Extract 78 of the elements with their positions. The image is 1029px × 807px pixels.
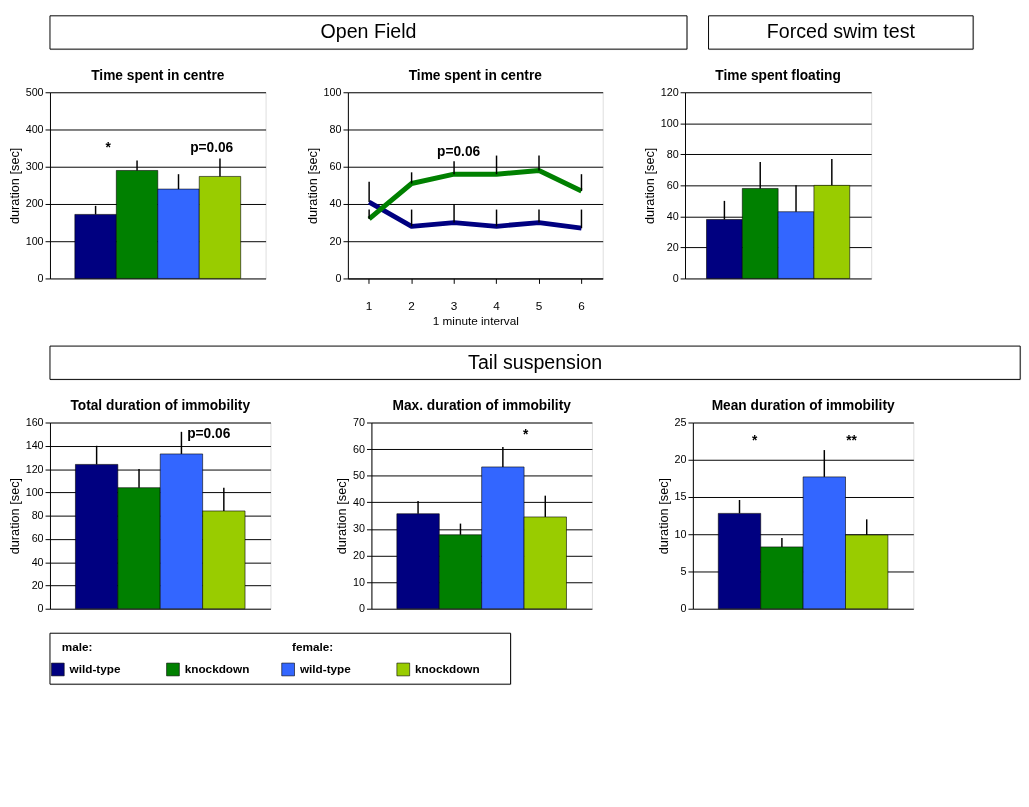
annotation: * (751, 433, 758, 449)
y-tick-label: 15 (674, 490, 687, 503)
chart-title: Total duration of immobility (70, 397, 251, 413)
y-tick-label: 0 (359, 602, 366, 615)
y-tick-label: 20 (674, 453, 687, 466)
y-tick-label: 100 (323, 85, 342, 98)
y-axis-title: duration [sec] (6, 147, 22, 225)
y-tick-label: 20 (31, 578, 44, 591)
y-tick-label: 10 (674, 527, 687, 540)
y-tick-label: 40 (353, 495, 366, 508)
annotation: p=0.06 (190, 140, 234, 156)
y-axis-title: duration [sec] (655, 477, 671, 555)
y-tick-label: 40 (329, 197, 342, 210)
y-tick-label: 160 (25, 415, 44, 428)
y-tick-label: 0 (37, 602, 44, 615)
x-axis-title: 1 minute interval (432, 314, 519, 328)
y-tick-label: 60 (31, 532, 44, 545)
y-tick-label: 0 (680, 602, 687, 615)
y-tick-label: 60 (329, 160, 342, 173)
y-tick-label: 5 (680, 564, 687, 577)
text: Tail suspension (468, 350, 603, 373)
category-label: wild-type (298, 662, 352, 676)
y-tick-label: 0 (37, 271, 44, 284)
y-tick-label: 120 (660, 85, 679, 98)
y-tick-label: 80 (666, 147, 679, 160)
x-tick-label: 6 (578, 299, 586, 313)
y-tick-label: 70 (353, 415, 366, 428)
y-tick-label: 20 (353, 548, 366, 561)
y-tick-label: 0 (672, 271, 679, 284)
text: female: (292, 639, 334, 653)
y-tick-label: 40 (31, 555, 44, 568)
text: Forced swim test (766, 20, 916, 43)
y-tick-label: 100 (25, 485, 44, 498)
y-tick-label: 20 (329, 234, 342, 247)
x-tick-label: 3 (450, 299, 458, 313)
chart-title: Max. duration of immobility (392, 397, 572, 413)
y-axis-title: duration [sec] (6, 477, 22, 555)
annotation: ** (846, 433, 858, 449)
y-tick-label: 100 (25, 234, 44, 247)
line-series (366, 199, 584, 231)
y-tick-label: 60 (353, 442, 366, 455)
y-tick-label: 400 (25, 122, 44, 135)
chart-title: Time spent floating (715, 67, 841, 83)
y-tick-label: 120 (25, 462, 44, 475)
y-tick-label: 200 (25, 197, 44, 210)
category-label: knockdown (415, 662, 480, 676)
annotation: p=0.06 (187, 425, 231, 441)
y-tick-label: 10 (353, 575, 366, 588)
category-label: wild-type (68, 662, 121, 676)
chart-title: Time spent in centre (91, 67, 225, 83)
chart-title: Mean duration of immobility (711, 397, 895, 413)
x-tick-label: 2 (408, 299, 415, 313)
text: Open Field (320, 20, 417, 43)
text: male: (61, 639, 93, 653)
y-tick-label: 40 (666, 209, 679, 222)
y-tick-label: 30 (353, 522, 366, 535)
y-tick-label: 50 (353, 469, 366, 482)
y-axis-title: duration [sec] (334, 477, 350, 555)
y-tick-label: 60 (666, 178, 679, 191)
y-tick-label: 140 (25, 439, 44, 452)
y-axis-title: duration [sec] (304, 147, 320, 225)
y-tick-label: 25 (674, 415, 687, 428)
y-tick-label: 300 (25, 160, 44, 173)
y-tick-label: 500 (25, 85, 44, 98)
annotation: * (523, 427, 530, 443)
annotation: * (105, 140, 112, 156)
y-tick-label: 100 (660, 116, 679, 129)
annotation: p=0.06 (437, 143, 481, 159)
x-tick-label: 1 (365, 299, 373, 313)
y-axis-title: duration [sec] (641, 147, 657, 225)
y-tick-label: 80 (329, 122, 342, 135)
x-tick-label: 5 (535, 299, 543, 313)
y-tick-label: 0 (335, 271, 342, 284)
x-tick-label: 4 (493, 299, 501, 313)
category-label: knockdown (184, 662, 250, 676)
y-tick-label: 80 (31, 509, 44, 522)
chart-title: Time spent in centre (408, 67, 543, 83)
y-tick-label: 20 (666, 240, 679, 253)
